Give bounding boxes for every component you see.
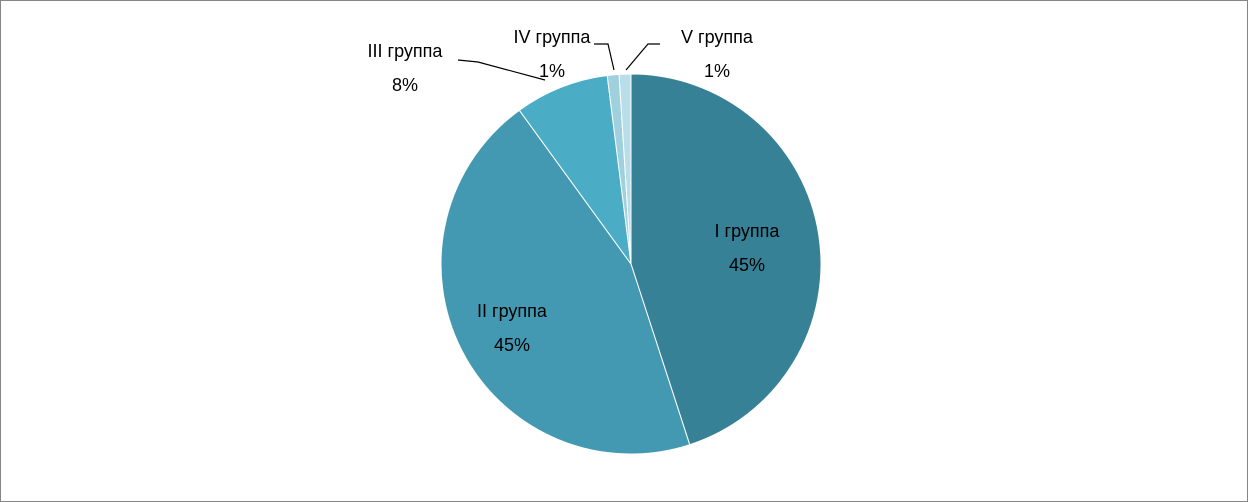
leader-line bbox=[594, 43, 615, 71]
value-label: 1% bbox=[539, 61, 565, 81]
value-label: 8% bbox=[392, 75, 418, 95]
pie-slice bbox=[630, 73, 822, 446]
value-label: 1% bbox=[704, 61, 730, 81]
pie-slice bbox=[618, 73, 632, 265]
value-label: 45% bbox=[729, 255, 765, 275]
leader-line bbox=[457, 59, 546, 81]
value-label: 45% bbox=[494, 335, 530, 355]
slice-label: V группа bbox=[681, 27, 754, 47]
pie-slice bbox=[518, 74, 632, 265]
slice-label: I группа bbox=[715, 221, 781, 241]
slice-label: IV группа bbox=[514, 27, 592, 47]
slice-label: II группа bbox=[477, 301, 548, 321]
pie-slice bbox=[440, 109, 691, 455]
leader-line bbox=[625, 43, 660, 71]
slice-label: III группа bbox=[368, 41, 444, 61]
